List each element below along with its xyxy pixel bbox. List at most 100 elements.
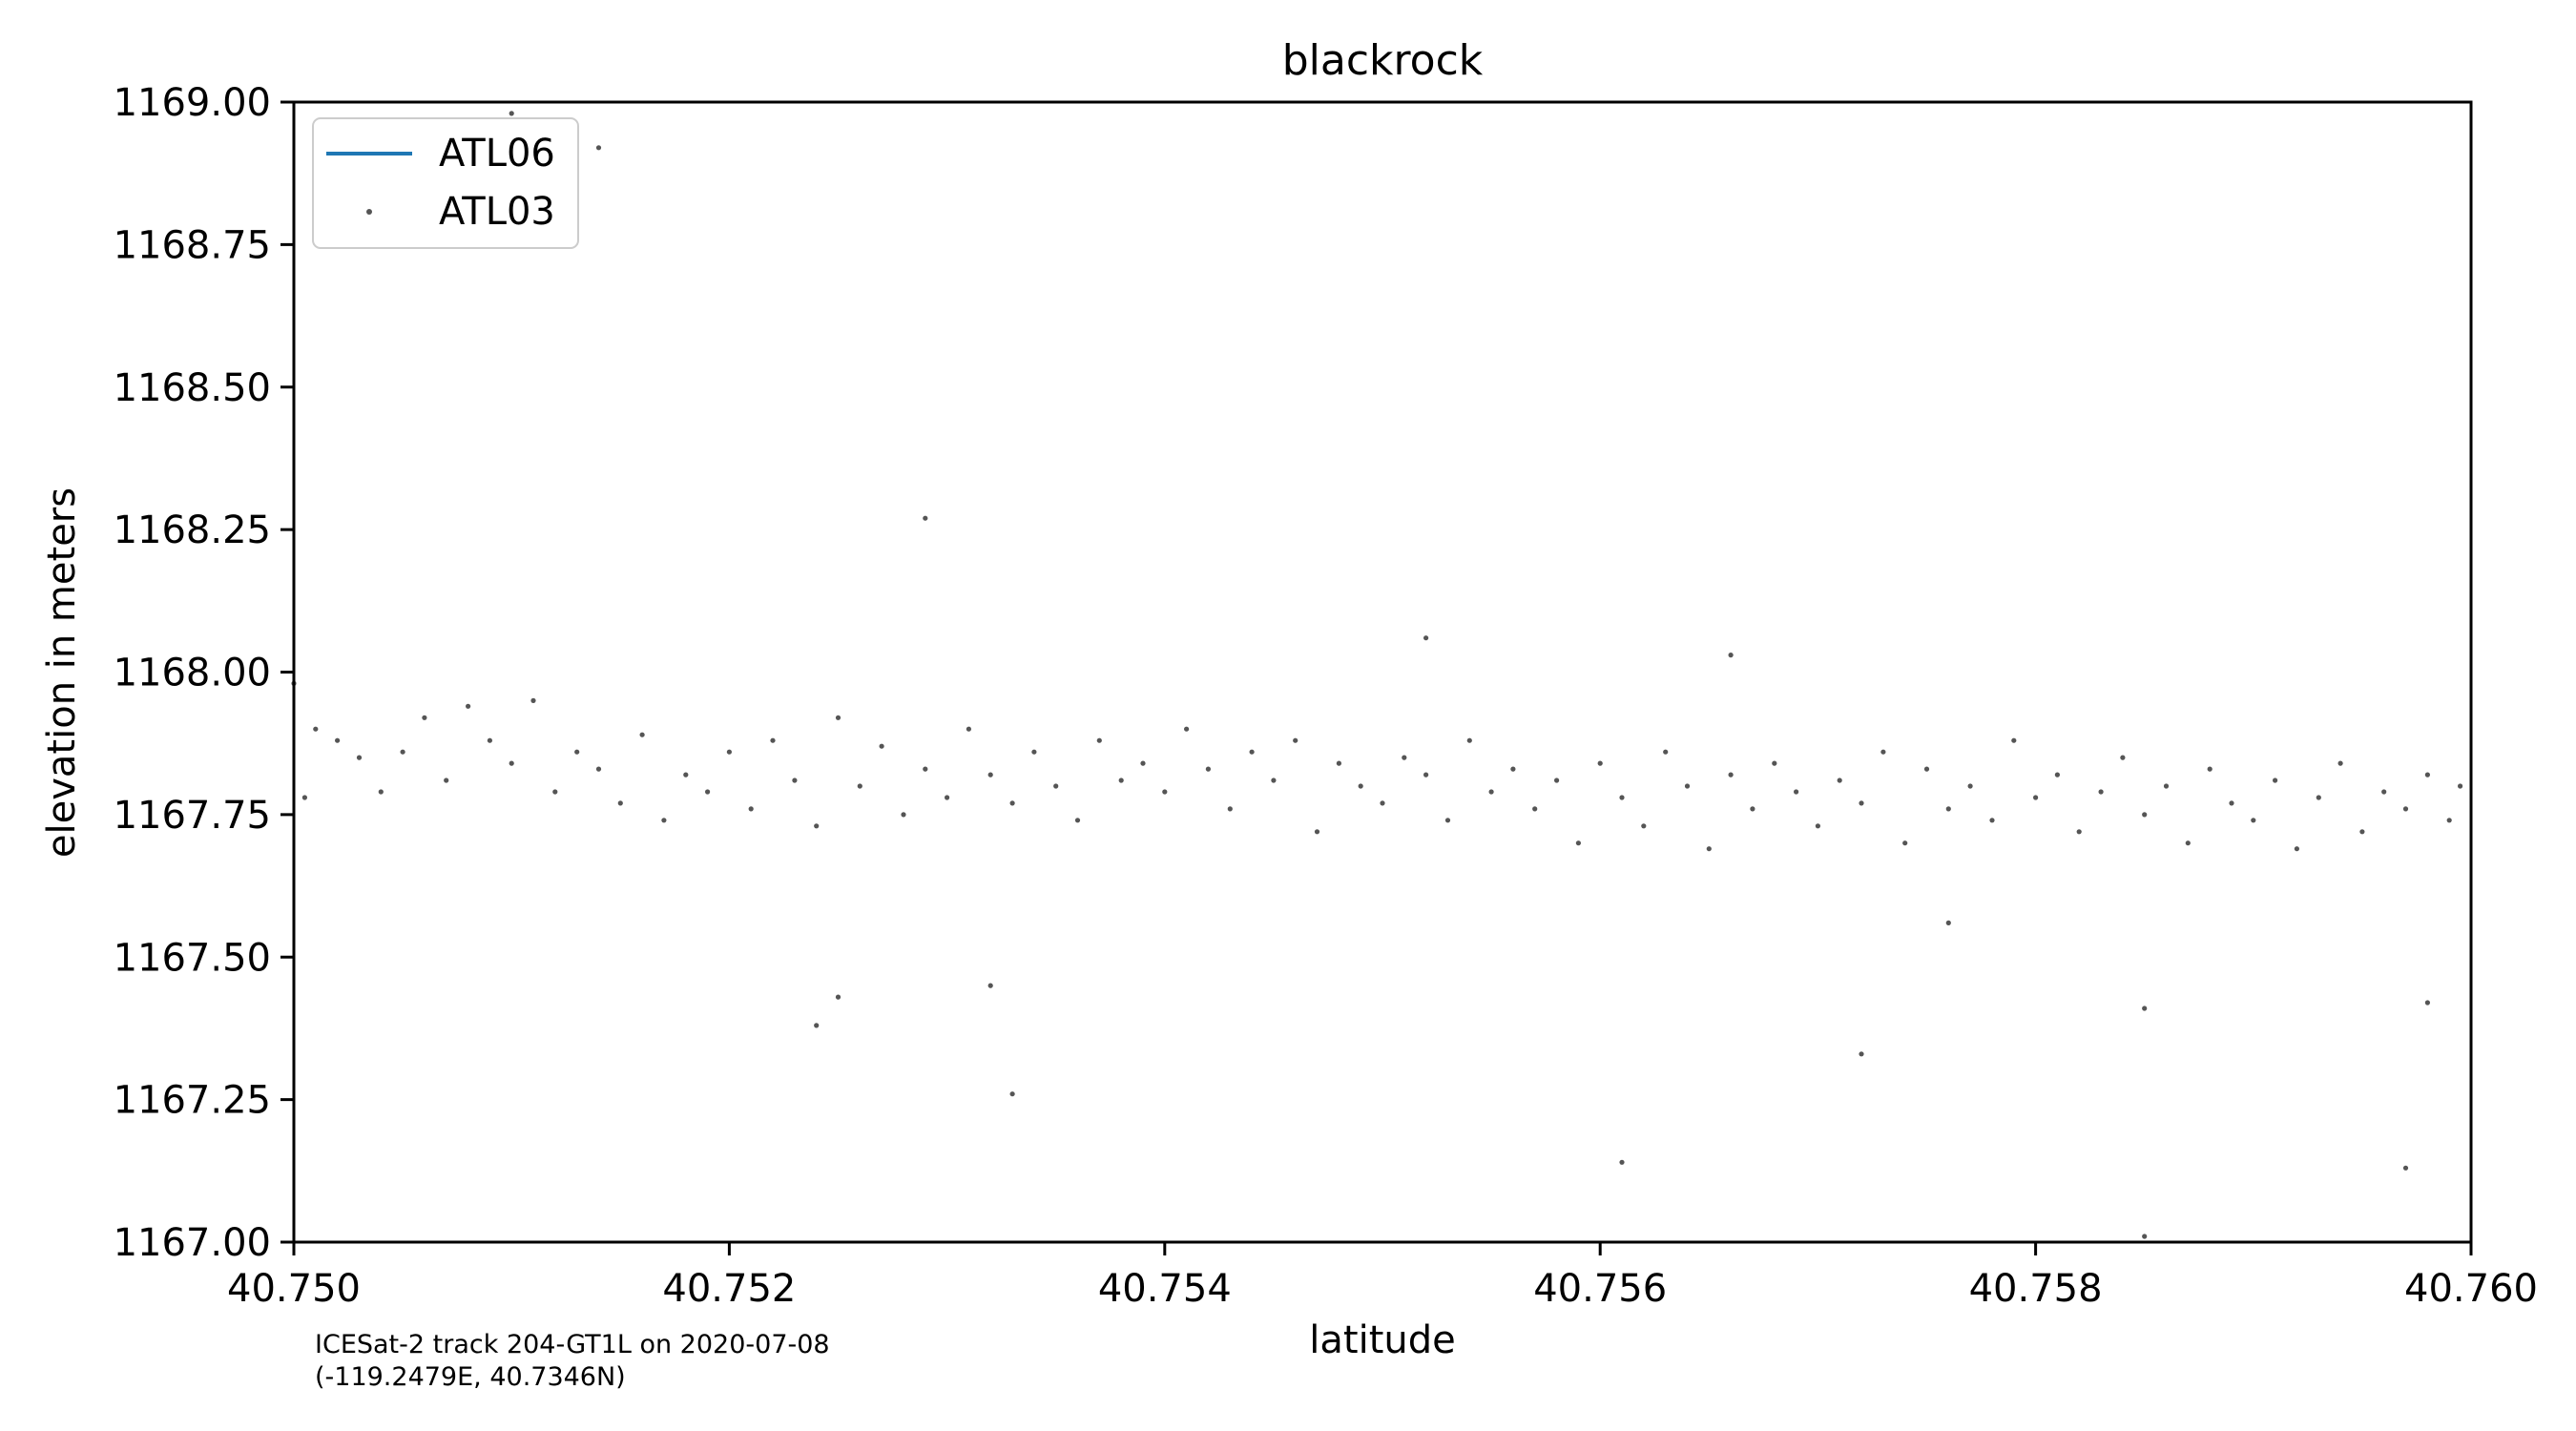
y-tick-label: 1167.25	[114, 1079, 271, 1123]
atl03-point	[2033, 795, 2039, 800]
atl03-point	[1989, 818, 1995, 823]
atl03-point	[1336, 760, 1341, 766]
atl03-point	[2359, 829, 2365, 835]
atl03-point	[2076, 829, 2082, 835]
atl03-point	[1923, 766, 1930, 772]
atl03-point	[987, 983, 993, 988]
atl03-point	[966, 726, 972, 732]
x-tick-label: 40.760	[2404, 1267, 2538, 1311]
atl03-point	[313, 726, 319, 732]
atl03-point	[2185, 840, 2191, 846]
y-tick-label: 1167.50	[114, 936, 271, 980]
atl03-point	[1358, 783, 1363, 789]
atl03-point	[857, 783, 862, 789]
atl03-point	[1772, 760, 1777, 766]
atl03-point	[1859, 800, 1864, 806]
atl03-point	[1619, 1159, 1625, 1165]
atl03-point	[1205, 766, 1211, 772]
atl03-point	[2381, 789, 2387, 795]
atl03-point	[1227, 806, 1233, 812]
atl03-point	[1859, 1051, 1864, 1057]
atl03-point	[595, 145, 602, 151]
atl03-point	[923, 766, 928, 772]
atl03-point	[1945, 806, 1951, 812]
y-tick-label: 1167.75	[114, 794, 271, 838]
legend-atl06-label: ATL06	[439, 132, 555, 176]
y-tick-label: 1168.25	[114, 508, 271, 552]
atl03-point	[444, 778, 449, 783]
x-tick-label: 40.758	[1969, 1267, 2103, 1311]
atl03-point	[1140, 760, 1146, 766]
atl03-point	[1684, 783, 1691, 789]
atl03-point	[748, 806, 754, 812]
x-tick-label: 40.756	[1533, 1267, 1667, 1311]
y-axis: 1167.00 1167.25 1167.50 1167.75 1168.00 1168.…	[114, 81, 294, 1265]
atl03-point	[2142, 812, 2148, 818]
atl03-point	[639, 732, 645, 737]
atl03-point	[335, 737, 341, 743]
atl03-point	[2054, 772, 2060, 778]
atl03-point	[987, 772, 993, 778]
atl03-point	[814, 1023, 820, 1028]
y-tick-label: 1168.75	[114, 223, 271, 267]
atl03-point	[2402, 1165, 2409, 1171]
atl03-point	[574, 749, 580, 755]
atl03-point	[2294, 846, 2299, 852]
atl03-point	[2163, 783, 2170, 789]
atl03-point	[2098, 789, 2104, 795]
atl03-point	[770, 737, 776, 743]
atl03-point	[945, 795, 950, 800]
y-tick-label: 1167.00	[114, 1221, 271, 1265]
x-axis-label: latitude	[1309, 1318, 1455, 1362]
atl03-point	[466, 703, 471, 709]
atl03-point	[1249, 749, 1255, 755]
atl03-point	[1074, 818, 1081, 823]
atl03-point	[2316, 795, 2321, 800]
atl03-point	[301, 795, 307, 800]
atl03-point	[2402, 806, 2409, 812]
annotation-line-1: ICESat-2 track 204-GT1L on 2020-07-08	[315, 1330, 830, 1359]
atl03-point	[2142, 1006, 2148, 1011]
atl03-point	[705, 789, 711, 795]
atl03-point	[356, 755, 363, 760]
y-axis-label: elevation in meters	[40, 487, 84, 858]
atl03-point	[1597, 760, 1603, 766]
atl03-point	[1880, 749, 1886, 755]
atl03-point	[1554, 778, 1560, 783]
atl03-point	[2424, 772, 2430, 778]
atl03-point	[1009, 800, 1015, 806]
atl03-point	[792, 778, 798, 783]
atl03-point	[1641, 823, 1647, 829]
atl03-point	[1162, 789, 1168, 795]
atl03-point	[923, 515, 928, 521]
atl03-point	[1031, 749, 1037, 755]
x-tick-label: 40.750	[227, 1267, 361, 1311]
atl03-point	[1663, 749, 1669, 755]
atl03-point	[422, 715, 427, 720]
atl03-point	[1750, 806, 1755, 812]
atl03-point	[1488, 789, 1494, 795]
atl03-point	[1009, 1091, 1015, 1097]
atl03-point	[1271, 778, 1277, 783]
atl03-point	[1053, 783, 1059, 789]
x-tick-label: 40.754	[1098, 1267, 1232, 1311]
atl03-point	[2011, 737, 2017, 743]
atl03-point	[1293, 737, 1298, 743]
atl03-point	[378, 789, 384, 795]
y-tick-label: 1169.00	[114, 81, 271, 125]
atl03-point	[1423, 772, 1429, 778]
y-tick-label: 1168.50	[114, 366, 271, 410]
atl03-point	[1444, 818, 1451, 823]
y-tick-label: 1168.00	[114, 652, 271, 695]
atl03-point	[1837, 778, 1842, 783]
atl03-point	[1619, 795, 1625, 800]
annotation-line-2: (-119.2479E, 40.7346N)	[315, 1362, 626, 1392]
atl03-point	[1423, 635, 1429, 641]
atl03-point	[1794, 789, 1799, 795]
atl03-point	[835, 994, 841, 1000]
atl03-point	[1402, 755, 1407, 760]
atl03-point	[530, 697, 536, 704]
atl03-point	[1380, 800, 1385, 806]
atl03-point	[2251, 818, 2256, 823]
